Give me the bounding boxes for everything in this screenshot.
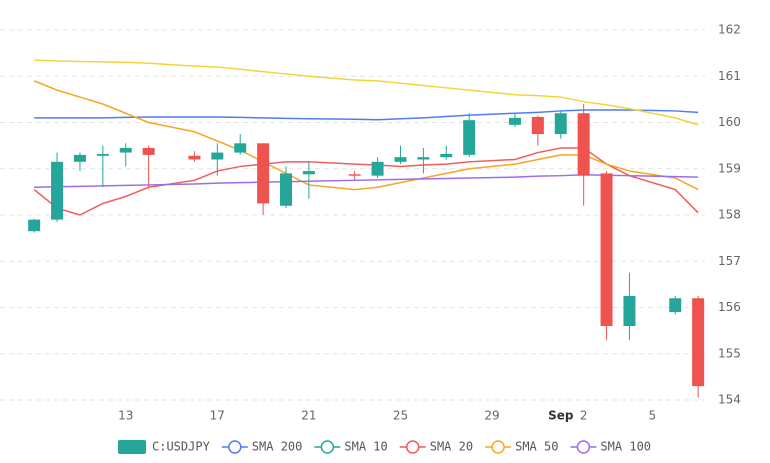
candle-body (692, 298, 705, 387)
candle-body (142, 147, 155, 155)
y-tick-label: 160 (718, 115, 741, 129)
legend: C:USDJPY SMA 200 SMA 10 SMA 20 SMA 50 SMA 100 (118, 440, 651, 454)
sma-line (34, 59, 699, 126)
candle-body (188, 155, 201, 160)
candle-body (669, 298, 682, 313)
candle-body (554, 113, 567, 135)
candle-body (302, 171, 315, 175)
legend-label: SMA 10 (344, 440, 387, 454)
sma-line (34, 174, 699, 188)
x-tick-label: 25 (393, 409, 408, 423)
candle-body (234, 143, 247, 153)
candle-body (417, 157, 430, 160)
candle-body (371, 161, 384, 176)
y-tick-label: 158 (718, 208, 741, 222)
legend-marker (576, 440, 591, 454)
candle-body (28, 219, 41, 232)
legend-label: SMA 50 (515, 440, 558, 454)
y-tick-label: 154 (718, 393, 741, 407)
legend-marker (228, 440, 242, 454)
y-tick-label: 161 (718, 69, 741, 83)
sma-line (34, 109, 699, 121)
candle-body (600, 173, 613, 326)
x-tick-label: 29 (484, 409, 499, 423)
candle-body (280, 173, 293, 206)
lines (33, 59, 699, 216)
candle-body (463, 120, 476, 155)
legend-marker (405, 440, 420, 454)
candle-body (531, 116, 544, 135)
y-tick-label: 159 (718, 161, 741, 175)
x-tick-label: 13 (118, 409, 133, 423)
candle-body (348, 174, 361, 176)
legend-swatch (118, 440, 146, 454)
candle-body (96, 153, 109, 156)
candles (28, 104, 705, 398)
legend-label: SMA 100 (600, 440, 651, 454)
legend-label: SMA 20 (430, 440, 473, 454)
x-tick-label: 5 (649, 409, 657, 423)
legend-label: C:USDJPY (152, 440, 211, 454)
candle-body (73, 154, 86, 162)
y-tick-label: 155 (718, 346, 741, 360)
candle-body (508, 117, 521, 125)
grid (0, 29, 705, 401)
x-tick-label: 2 (580, 409, 588, 423)
y-tick-label: 156 (718, 300, 741, 314)
candle-body (119, 147, 132, 153)
candle-body (51, 161, 64, 220)
candle-body (394, 157, 407, 162)
x-tick-label: 21 (301, 409, 316, 423)
candle-body (257, 143, 270, 204)
sma-line (33, 147, 699, 216)
legend-marker (491, 440, 505, 454)
legend-label: SMA 200 (252, 440, 303, 454)
sma-line (33, 80, 699, 191)
candle-body (211, 152, 224, 160)
legend-marker (320, 440, 335, 454)
candle-body (577, 113, 590, 176)
candle-body (440, 153, 453, 158)
x-tick-label: Sep (548, 409, 574, 423)
y-tick-label: 162 (718, 23, 741, 37)
y-tick-label: 157 (718, 254, 741, 268)
candle-body (623, 295, 636, 326)
x-tick-label: 17 (210, 409, 225, 423)
